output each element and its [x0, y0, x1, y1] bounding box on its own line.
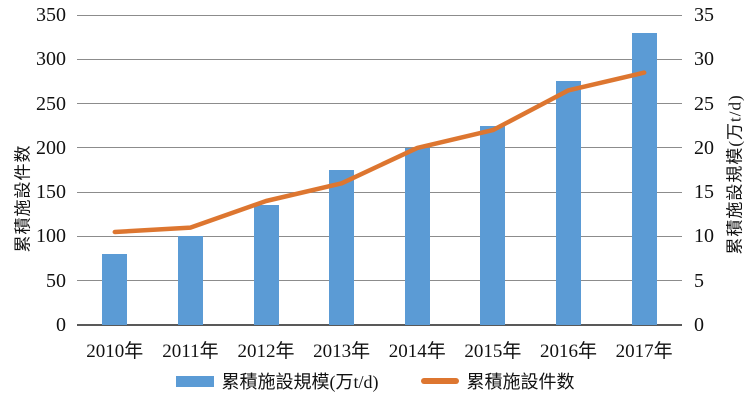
left-axis-title: 累積施設件数 — [13, 144, 33, 253]
x-axis-label-2015年: 2015年 — [464, 341, 522, 362]
gridline — [77, 14, 682, 16]
legend-item-bar-series: 累積施設規模(万t/d) — [175, 368, 379, 394]
right-axis-tick-label: 25 — [694, 92, 714, 115]
right-axis-tick-label: 5 — [694, 269, 704, 292]
x-axis-line — [77, 324, 682, 326]
bar-2017年 — [631, 32, 657, 325]
right-axis-tick-label: 0 — [694, 314, 704, 336]
right-axis-tick-label: 35 — [694, 4, 714, 26]
x-axis-label-2016年: 2016年 — [540, 341, 598, 362]
gridline — [77, 58, 682, 60]
line-series — [112, 70, 647, 235]
bar-2013年 — [329, 170, 355, 325]
x-axis-label-2013年: 2013年 — [313, 341, 371, 362]
legend-label-line-series: 累積施設件数 — [466, 372, 575, 392]
x-axis-label-2010年: 2010年 — [86, 341, 144, 362]
x-axis-label-2011年: 2011年 — [162, 341, 219, 362]
left-axis-tick-label: 0 — [56, 314, 66, 336]
right-axis-tick-label: 15 — [694, 181, 714, 204]
gridline — [77, 147, 682, 149]
left-axis-tick-label: 300 — [36, 48, 66, 71]
left-axis-tick-label: 350 — [36, 4, 66, 26]
x-axis-label-2014年: 2014年 — [388, 341, 446, 362]
bar-2016年 — [556, 81, 582, 325]
gridline — [77, 191, 682, 193]
gridline — [77, 103, 682, 105]
x-axis-label-2012年: 2012年 — [237, 341, 295, 362]
x-axis-label-2017年: 2017年 — [615, 341, 673, 362]
right-axis-tick-label: 20 — [694, 136, 714, 159]
bar-2015年 — [480, 125, 506, 325]
bar-2014年 — [404, 147, 430, 325]
left-axis-tick-label: 100 — [36, 225, 66, 248]
bar-2011年 — [177, 236, 203, 325]
legend-label-bar-series: 累積施設規模(万t/d) — [221, 372, 379, 392]
legend-item-line-series: 累積施設件数 — [420, 368, 575, 394]
right-axis-tick-label: 10 — [694, 225, 714, 248]
bar-2010年 — [102, 254, 128, 325]
left-axis-tick-label: 50 — [46, 269, 66, 292]
chart-legend: 累積施設規模(万t/d) 累積施設件数 — [0, 368, 750, 394]
gridline — [77, 235, 682, 237]
right-axis-title: 累積施設規模(万t/d) — [725, 94, 745, 255]
right-axis-tick-label: 30 — [694, 48, 714, 71]
left-axis-tick-label: 150 — [36, 181, 66, 204]
left-axis-tick-label: 250 — [36, 92, 66, 115]
bar-2012年 — [253, 205, 279, 325]
left-axis-tick-label: 200 — [36, 136, 66, 159]
line-series-swatch-icon — [420, 378, 459, 384]
bar-series-swatch-icon — [175, 375, 214, 387]
gridline — [77, 280, 682, 282]
